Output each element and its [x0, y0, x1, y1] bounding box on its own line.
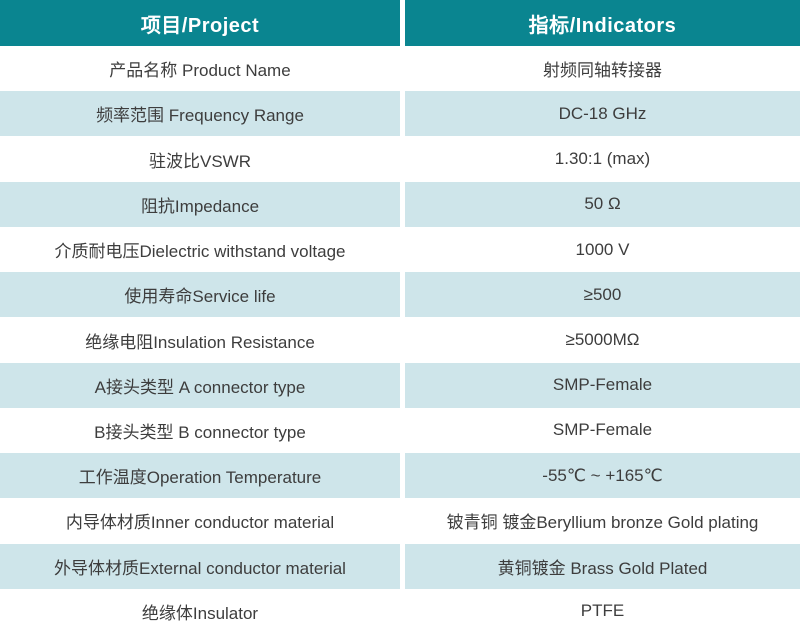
spec-label: 介质耐电压Dielectric withstand voltage	[0, 226, 400, 273]
spec-label: 产品名称 Product Name	[0, 46, 400, 92]
table-header-row: 项目/Project 指标/Indicators	[0, 0, 800, 46]
table-row: 绝缘体Insulator PTFE	[0, 588, 800, 634]
spec-label: 绝缘电阻Insulation Resistance	[0, 317, 400, 363]
table-row: 内导体材质Inner conductor material 铍青铜 镀金Bery…	[0, 498, 800, 544]
spec-label: B接头类型 B connector type	[0, 407, 400, 454]
spec-value: 1.30:1 (max)	[405, 136, 800, 182]
spec-label: 频率范围 Frequency Range	[0, 91, 400, 137]
table-row: 使用寿命Service life ≥500	[0, 272, 800, 318]
table-row: 介质耐电压Dielectric withstand voltage 1000 V	[0, 226, 800, 273]
spec-label: 工作温度Operation Temperature	[0, 453, 400, 499]
spec-label: A接头类型 A connector type	[0, 362, 400, 408]
spec-value: 射频同轴转接器	[405, 46, 800, 92]
spec-value: DC-18 GHz	[405, 91, 800, 137]
table-row: 绝缘电阻Insulation Resistance ≥5000MΩ	[0, 317, 800, 363]
header-cell-project: 项目/Project	[0, 0, 400, 46]
table-row: B接头类型 B connector type SMP-Female	[0, 407, 800, 454]
spec-label: 外导体材质External conductor material	[0, 543, 400, 589]
table-row: 外导体材质External conductor material 黄铜镀金 Br…	[0, 543, 800, 589]
table-row: 驻波比VSWR 1.30:1 (max)	[0, 136, 800, 182]
spec-value: PTFE	[405, 588, 800, 634]
spec-value: SMP-Female	[405, 407, 800, 454]
table-row: A接头类型 A connector type SMP-Female	[0, 362, 800, 408]
spec-value: 1000 V	[405, 226, 800, 273]
spec-label: 驻波比VSWR	[0, 136, 400, 182]
table-row: 阻抗Impedance 50 Ω	[0, 181, 800, 227]
spec-value: -55℃ ~ +165℃	[405, 453, 800, 499]
spec-value: ≥5000MΩ	[405, 317, 800, 363]
table-row: 频率范围 Frequency Range DC-18 GHz	[0, 91, 800, 137]
spec-label: 阻抗Impedance	[0, 181, 400, 227]
spec-value: 50 Ω	[405, 181, 800, 227]
table-row: 工作温度Operation Temperature -55℃ ~ +165℃	[0, 453, 800, 499]
spec-value: 黄铜镀金 Brass Gold Plated	[405, 543, 800, 589]
spec-label: 内导体材质Inner conductor material	[0, 498, 400, 544]
table-body: 产品名称 Product Name 射频同轴转接器 频率范围 Frequency…	[0, 46, 800, 634]
spec-value: ≥500	[405, 272, 800, 318]
spec-value: 铍青铜 镀金Beryllium bronze Gold plating	[405, 498, 800, 544]
header-cell-indicators: 指标/Indicators	[405, 0, 800, 46]
table-row: 产品名称 Product Name 射频同轴转接器	[0, 46, 800, 92]
spec-label: 绝缘体Insulator	[0, 588, 400, 634]
spec-value: SMP-Female	[405, 362, 800, 408]
spec-label: 使用寿命Service life	[0, 272, 400, 318]
